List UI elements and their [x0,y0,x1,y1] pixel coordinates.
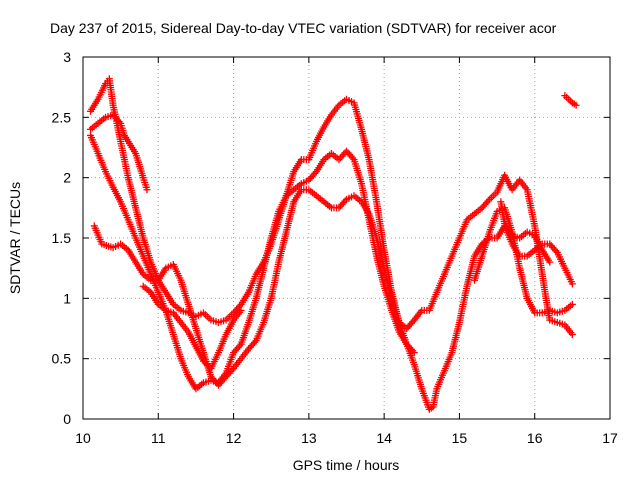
data-point [568,331,576,339]
axis-ticks [82,56,611,420]
data-point [572,101,580,109]
data-point [410,349,418,357]
series-track-e [139,282,245,372]
grid [83,57,610,419]
data-points [87,75,580,413]
x-tick-label: 14 [376,430,392,446]
data-point [568,280,576,288]
x-tick-label: 17 [602,430,618,446]
x-tick-label: 11 [151,430,166,446]
y-tick-label: 3 [63,49,71,65]
x-tick-label: 12 [226,430,242,446]
y-tick-label: 0.5 [52,351,72,367]
y-tick-labels: 0 0.5 1 1.5 2 2.5 3 [52,49,72,427]
chart-title: Day 237 of 2015, Sidereal Day-to-day VTE… [50,20,557,36]
y-tick-label: 1.5 [52,230,72,246]
y-tick-label: 1 [63,290,71,306]
y-tick-label: 2.5 [52,109,72,125]
y-tick-label: 0 [63,411,71,427]
data-point [568,300,576,308]
x-axis-label: GPS time / hours [293,457,400,473]
series-track-h [497,198,554,266]
y-axis-label: SDTVAR / TECUs [7,182,23,294]
x-tick-label: 15 [452,430,468,446]
series-track-d [87,131,418,393]
x-tick-label: 10 [75,430,91,446]
x-tick-label: 16 [527,430,543,446]
data-point [237,306,245,314]
plot-area-border [82,56,611,420]
series-track-g [561,92,580,109]
data-point [143,186,151,194]
x-tick-labels: 10 11 12 13 14 15 16 17 [75,430,618,446]
y-tick-label: 2 [63,170,71,186]
x-tick-label: 13 [301,430,317,446]
data-point [546,258,554,266]
